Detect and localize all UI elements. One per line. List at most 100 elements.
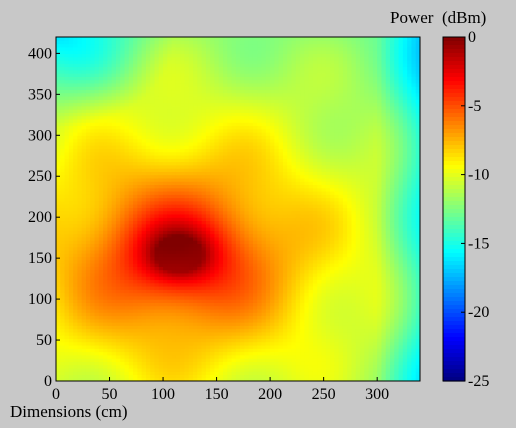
heatmap-cell bbox=[150, 86, 156, 91]
heatmap-cell bbox=[77, 115, 83, 120]
heatmap-cell bbox=[107, 184, 113, 189]
heatmap-cell bbox=[90, 86, 96, 91]
heatmap-cell bbox=[175, 348, 181, 353]
heatmap-cell bbox=[85, 53, 91, 58]
heatmap-cell bbox=[81, 86, 87, 91]
heatmap-cell bbox=[107, 295, 113, 300]
heatmap-cell bbox=[248, 79, 254, 84]
heatmap-cell bbox=[111, 361, 117, 366]
heatmap-cell bbox=[188, 243, 194, 248]
heatmap-cell bbox=[214, 302, 220, 307]
heatmap-cell bbox=[128, 325, 134, 330]
heatmap-cell bbox=[73, 122, 79, 127]
heatmap-cell bbox=[163, 73, 168, 77]
heatmap-cell bbox=[210, 82, 216, 87]
heatmap-cell bbox=[111, 305, 117, 310]
heatmap-cell bbox=[158, 174, 164, 179]
heatmap-cell bbox=[171, 161, 177, 166]
heatmap-cell bbox=[60, 73, 66, 77]
heatmap-cell bbox=[64, 122, 70, 127]
heatmap-cell bbox=[158, 102, 164, 107]
heatmap-cell bbox=[214, 109, 220, 113]
heatmap-cell bbox=[193, 73, 198, 77]
heatmap-cell bbox=[81, 230, 87, 235]
heatmap-cell bbox=[85, 285, 91, 290]
heatmap-cell bbox=[193, 92, 198, 97]
heatmap-cell bbox=[252, 132, 258, 136]
heatmap-cell bbox=[68, 220, 74, 225]
heatmap-cell bbox=[252, 86, 258, 91]
heatmap-cell bbox=[205, 371, 211, 376]
heatmap-cell bbox=[223, 69, 228, 74]
heatmap-cell bbox=[218, 79, 224, 84]
heatmap-cell bbox=[85, 299, 91, 303]
heatmap-cell bbox=[145, 132, 151, 136]
heatmap-cell bbox=[133, 99, 138, 104]
heatmap-cell bbox=[184, 302, 190, 307]
heatmap-cell bbox=[184, 305, 190, 310]
heatmap-cell bbox=[141, 109, 147, 113]
heatmap-cell bbox=[103, 318, 108, 323]
heatmap-cell bbox=[167, 230, 173, 235]
heatmap-cell bbox=[171, 112, 177, 117]
heatmap-cell bbox=[210, 335, 216, 340]
heatmap-cell bbox=[90, 289, 96, 294]
heatmap-cell bbox=[175, 95, 181, 100]
heatmap-cell bbox=[73, 217, 79, 222]
heatmap-cell bbox=[227, 105, 233, 110]
heatmap-cell bbox=[193, 263, 198, 267]
heatmap-cell bbox=[111, 269, 117, 274]
heatmap-cell bbox=[103, 177, 108, 182]
heatmap-cell bbox=[163, 184, 168, 189]
heatmap-cell bbox=[218, 217, 224, 222]
heatmap-cell bbox=[167, 76, 173, 81]
heatmap-cell bbox=[81, 46, 87, 51]
heatmap-cell bbox=[210, 132, 216, 136]
heatmap-cell bbox=[171, 344, 177, 349]
heatmap-cell bbox=[60, 125, 66, 130]
heatmap-cell bbox=[64, 279, 70, 284]
heatmap-cell bbox=[184, 56, 190, 61]
heatmap-cell bbox=[68, 377, 74, 381]
heatmap-cell bbox=[128, 240, 134, 244]
heatmap-cell bbox=[56, 171, 61, 176]
heatmap-cell bbox=[244, 59, 250, 64]
heatmap-cell bbox=[145, 73, 151, 77]
heatmap-cell bbox=[188, 364, 194, 369]
heatmap-cell bbox=[90, 374, 96, 379]
heatmap-cell bbox=[145, 135, 151, 140]
heatmap-cell bbox=[73, 79, 79, 84]
heatmap-cell bbox=[223, 213, 228, 218]
heatmap-cell bbox=[120, 282, 126, 287]
heatmap-cell bbox=[120, 200, 126, 205]
heatmap-cell bbox=[231, 295, 237, 300]
heatmap-cell bbox=[214, 276, 220, 281]
heatmap-cell bbox=[90, 141, 96, 146]
heatmap-cell bbox=[252, 125, 258, 130]
heatmap-cell bbox=[81, 295, 87, 300]
heatmap-cell bbox=[141, 66, 147, 71]
heatmap-cell bbox=[235, 259, 241, 264]
heatmap-cell bbox=[214, 344, 220, 349]
heatmap-cell bbox=[210, 308, 216, 313]
heatmap-cell bbox=[120, 161, 126, 166]
heatmap-cell bbox=[201, 102, 207, 107]
heatmap-cell bbox=[103, 105, 108, 110]
heatmap-cell bbox=[103, 92, 108, 97]
heatmap-cell bbox=[193, 249, 198, 254]
heatmap-cell bbox=[56, 246, 61, 251]
heatmap-cell bbox=[68, 289, 74, 294]
heatmap-cell bbox=[171, 154, 177, 159]
heatmap-cell bbox=[214, 204, 220, 208]
heatmap-cell bbox=[205, 105, 211, 110]
heatmap-cell bbox=[240, 102, 246, 107]
heatmap-cell bbox=[145, 299, 151, 303]
heatmap-cell bbox=[231, 292, 237, 297]
heatmap-cell bbox=[175, 184, 181, 189]
heatmap-cell bbox=[154, 138, 160, 143]
heatmap-cell bbox=[85, 89, 91, 94]
heatmap-cell bbox=[85, 344, 91, 349]
heatmap-cell bbox=[68, 305, 74, 310]
heatmap-cell bbox=[115, 207, 121, 212]
heatmap-cell bbox=[175, 141, 181, 146]
